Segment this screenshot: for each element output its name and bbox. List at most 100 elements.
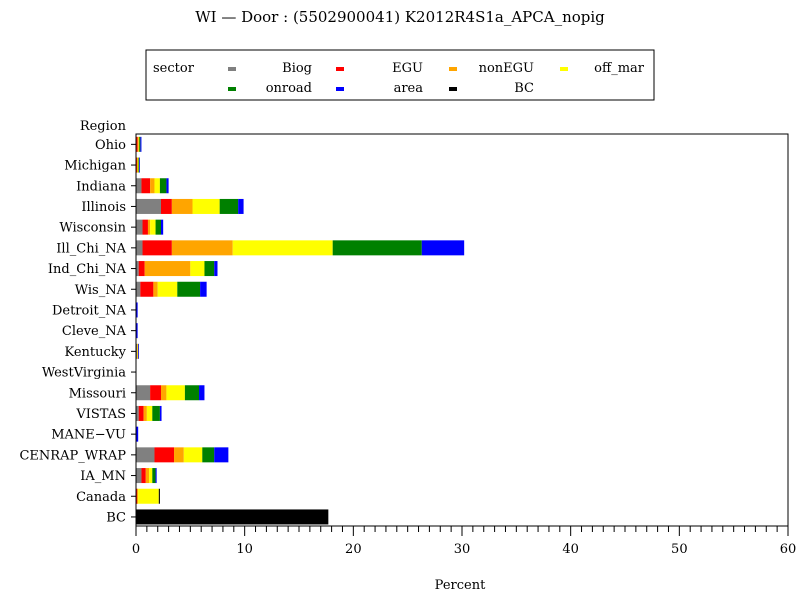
bar-indiana-biog bbox=[136, 178, 142, 194]
bar-ia-mn-area bbox=[155, 468, 157, 484]
category-label-ia-mn: IA_MN bbox=[80, 469, 126, 484]
category-label-missouri: Missouri bbox=[69, 386, 126, 401]
bar-illinois-egu bbox=[160, 198, 172, 214]
bar-ill-chi-na-off-mar bbox=[232, 240, 333, 256]
bar-missouri-egu bbox=[150, 385, 161, 401]
bar-vistas-nonegu bbox=[143, 405, 147, 421]
bar-wis-na-off-mar bbox=[157, 281, 178, 297]
legend-label-onroad: onroad bbox=[266, 81, 312, 96]
bar-ind-chi-na-nonegu bbox=[144, 261, 191, 277]
bar-missouri-off-mar bbox=[166, 385, 185, 401]
bar-wisconsin-egu bbox=[142, 219, 148, 235]
category-label-westvirginia: WestVirginia bbox=[42, 366, 126, 381]
bar-wis-na-nonegu bbox=[153, 281, 158, 297]
bar-michigan-egu bbox=[136, 157, 138, 173]
x-tick-label-60: 60 bbox=[780, 542, 797, 557]
bar-kentucky-off-mar bbox=[137, 343, 139, 359]
bar-missouri-biog bbox=[136, 385, 151, 401]
bar-cenrap-wrap-nonegu bbox=[174, 447, 184, 463]
bar-michigan-off-mar bbox=[137, 157, 139, 173]
category-label-vistas: VISTAS bbox=[75, 407, 126, 422]
bar-wisconsin-off-mar bbox=[150, 219, 156, 235]
bar-wisconsin-onroad bbox=[155, 219, 161, 235]
bar-wisconsin-biog bbox=[136, 219, 143, 235]
bar-indiana-off-mar bbox=[154, 178, 160, 194]
category-label-ohio: Ohio bbox=[95, 138, 126, 153]
legend-box bbox=[145, 49, 655, 101]
bar-wis-na-egu bbox=[140, 281, 154, 297]
bar-ind-chi-na-egu bbox=[138, 261, 145, 277]
legend-swatch-bc bbox=[449, 87, 457, 91]
legend-swatch-area bbox=[336, 87, 344, 91]
bar-indiana-onroad bbox=[159, 178, 167, 194]
bar-illinois-off-mar bbox=[192, 198, 220, 214]
bar-wis-na-area bbox=[200, 281, 207, 297]
category-label-detroit-na: Detroit_NA bbox=[52, 303, 127, 318]
legend-swatch-onroad bbox=[228, 87, 236, 91]
legend-swatch-nonegu bbox=[449, 67, 457, 71]
bar-ohio-nonegu bbox=[137, 136, 139, 152]
legend-label-biog: Biog bbox=[282, 61, 312, 76]
bar-illinois-area bbox=[238, 198, 244, 214]
bar-wis-na-biog bbox=[136, 281, 141, 297]
bar-vistas-off-mar bbox=[146, 405, 153, 421]
legend-swatch-egu bbox=[336, 67, 344, 71]
bar-canada-egu bbox=[136, 488, 138, 504]
x-tick-label-20: 20 bbox=[345, 542, 362, 557]
x-axis: 0 10 20 30 40 50 60 bbox=[132, 526, 796, 557]
category-label-cleve-na: Cleve_NA bbox=[62, 324, 127, 339]
bar-detroit-na-area bbox=[136, 302, 138, 318]
bar-ia-mn-nonegu bbox=[145, 468, 150, 484]
x-tick-label-0: 0 bbox=[132, 542, 140, 557]
category-label-michigan: Michigan bbox=[64, 159, 126, 174]
bar-vistas-biog bbox=[136, 405, 139, 421]
legend-label-egu: EGU bbox=[392, 61, 423, 76]
bar-ohio-onroad bbox=[139, 136, 141, 152]
bar-illinois-biog bbox=[136, 198, 161, 214]
bar-canada-nonegu bbox=[137, 488, 139, 504]
chart-title: WI — Door : (5502900041) K2012R4S1a_APCA… bbox=[195, 8, 605, 26]
category-label-ill-chi-na: Ill_Chi_NA bbox=[56, 241, 126, 256]
bar-kentucky-area bbox=[138, 343, 139, 359]
bar-michigan-onroad bbox=[138, 157, 140, 173]
bar-ind-chi-na-area bbox=[214, 261, 218, 277]
x-tick-label-10: 10 bbox=[236, 542, 253, 557]
bar-ind-chi-na-off-mar bbox=[190, 261, 205, 277]
x-tick-label-40: 40 bbox=[562, 542, 579, 557]
bar-ill-chi-na-onroad bbox=[332, 240, 422, 256]
bar-missouri-area bbox=[199, 385, 205, 401]
bar-indiana-nonegu bbox=[150, 178, 155, 194]
bar-cenrap-wrap-area bbox=[214, 447, 229, 463]
legend-swatch-biog bbox=[228, 67, 236, 71]
legend-swatch-off-mar bbox=[560, 67, 568, 71]
y-axis-label: Region bbox=[80, 119, 127, 134]
x-axis-label: Percent bbox=[435, 578, 486, 593]
category-label-ind-chi-na: Ind_Chi_NA bbox=[48, 262, 127, 277]
bar-vistas-egu bbox=[138, 405, 144, 421]
category-label-canada: Canada bbox=[76, 490, 126, 505]
bar-illinois-onroad bbox=[219, 198, 239, 214]
bar-indiana-area bbox=[166, 178, 169, 194]
bar-ill-chi-na-biog bbox=[136, 240, 143, 256]
bar-ohio-area bbox=[140, 136, 142, 152]
bar-ill-chi-na-nonegu bbox=[171, 240, 233, 256]
legend-label-off-mar: off_mar bbox=[594, 61, 645, 76]
bar-kentucky-biog bbox=[136, 343, 138, 359]
category-label-indiana: Indiana bbox=[76, 179, 126, 194]
category-label-illinois: Illinois bbox=[81, 200, 126, 215]
legend-label-bc: BC bbox=[514, 81, 534, 96]
bar-wis-na-onroad bbox=[177, 281, 201, 297]
bar-mane-vu-area bbox=[136, 426, 139, 442]
bar-cleve-na-area bbox=[136, 323, 138, 339]
bar-vistas-onroad bbox=[152, 405, 160, 421]
bar-ia-mn-off-mar bbox=[149, 468, 153, 484]
legend-label-area: area bbox=[394, 81, 424, 96]
bar-ill-chi-na-egu bbox=[142, 240, 172, 256]
legend-label-nonegu: nonEGU bbox=[479, 61, 534, 76]
bar-kentucky-nonegu bbox=[137, 343, 138, 359]
bar-missouri-onroad bbox=[184, 385, 200, 401]
category-label-wisconsin: Wisconsin bbox=[59, 221, 126, 236]
bar-ill-chi-na-area bbox=[421, 240, 465, 256]
